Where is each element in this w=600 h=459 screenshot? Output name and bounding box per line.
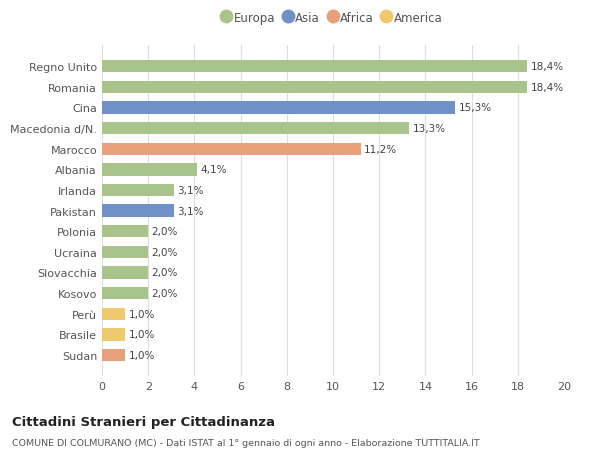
Bar	[102, 102, 455, 114]
Text: 3,1%: 3,1%	[177, 185, 203, 196]
Text: 3,1%: 3,1%	[177, 206, 203, 216]
Text: 15,3%: 15,3%	[459, 103, 492, 113]
Bar	[102, 123, 409, 135]
Text: 13,3%: 13,3%	[413, 124, 446, 134]
Text: 2,0%: 2,0%	[152, 227, 178, 237]
Text: 1,0%: 1,0%	[128, 309, 155, 319]
Text: 4,1%: 4,1%	[200, 165, 227, 175]
Text: Cittadini Stranieri per Cittadinanza: Cittadini Stranieri per Cittadinanza	[12, 415, 275, 428]
Bar	[102, 349, 125, 361]
Bar	[102, 205, 173, 217]
Bar	[102, 308, 125, 320]
Text: 1,0%: 1,0%	[128, 350, 155, 360]
Text: 11,2%: 11,2%	[364, 145, 397, 154]
Bar	[102, 329, 125, 341]
Text: 2,0%: 2,0%	[152, 288, 178, 298]
Text: COMUNE DI COLMURANO (MC) - Dati ISTAT al 1° gennaio di ogni anno - Elaborazione : COMUNE DI COLMURANO (MC) - Dati ISTAT al…	[12, 438, 480, 448]
Text: 18,4%: 18,4%	[530, 62, 563, 72]
Text: 1,0%: 1,0%	[128, 330, 155, 340]
Bar	[102, 61, 527, 73]
Bar	[102, 82, 527, 94]
Text: 2,0%: 2,0%	[152, 247, 178, 257]
Legend: Europa, Asia, Africa, America: Europa, Asia, Africa, America	[223, 12, 443, 25]
Text: 18,4%: 18,4%	[530, 83, 563, 93]
Bar	[102, 185, 173, 197]
Bar	[102, 225, 148, 238]
Bar	[102, 246, 148, 258]
Bar	[102, 143, 361, 156]
Bar	[102, 267, 148, 279]
Text: 2,0%: 2,0%	[152, 268, 178, 278]
Bar	[102, 287, 148, 300]
Bar	[102, 164, 197, 176]
